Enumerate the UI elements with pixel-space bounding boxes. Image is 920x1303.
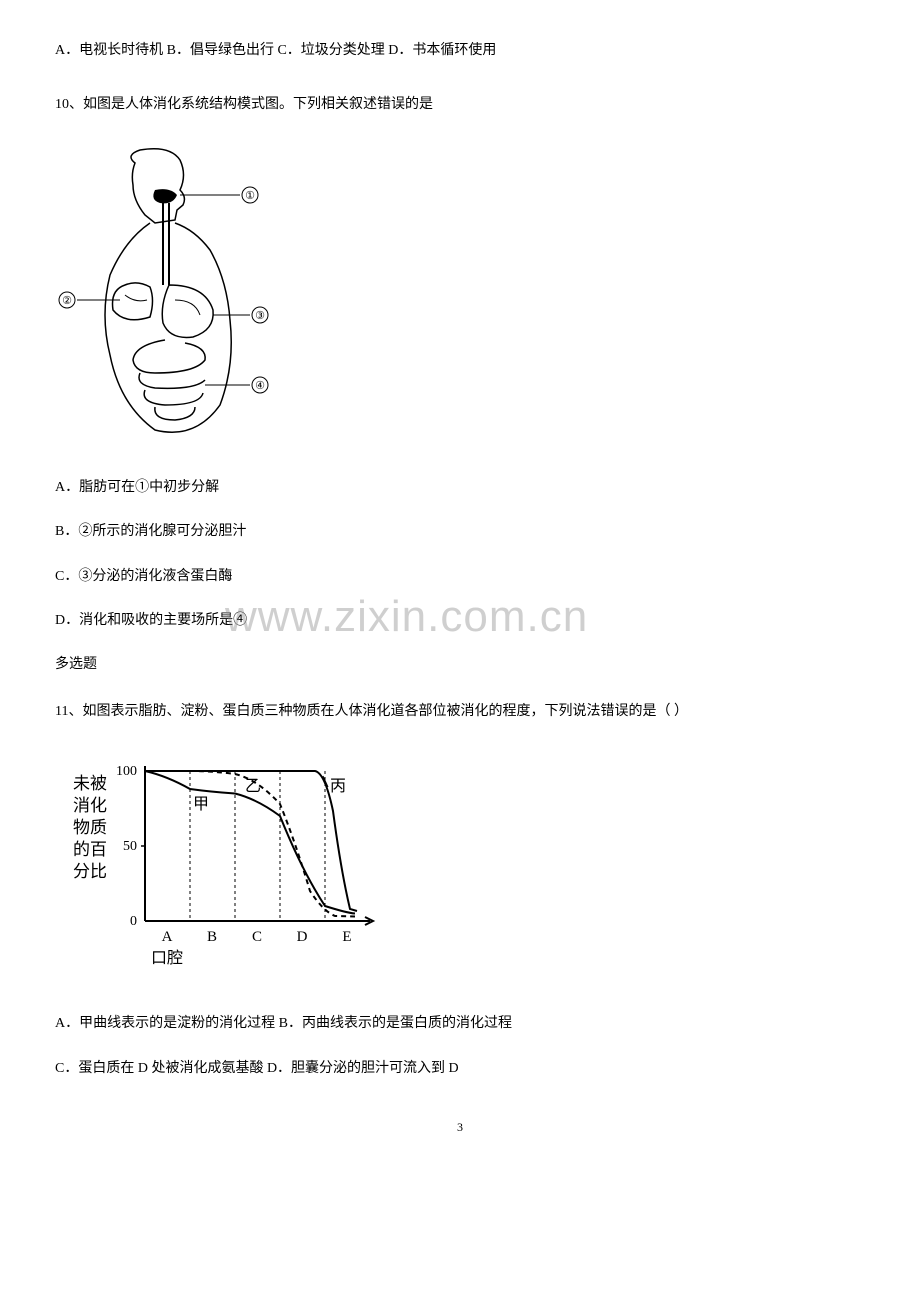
xtick-D: D xyxy=(297,929,308,945)
q10-option-d: D．消化和吸收的主要场所是④ xyxy=(55,610,865,632)
section-heading-multichoice: 多选题 xyxy=(55,654,865,676)
x-sublabel: 口腔 xyxy=(151,949,183,967)
digestive-system-diagram: ① ② ③ ④ xyxy=(55,145,275,445)
label-1: ① xyxy=(245,190,255,202)
xtick-E: E xyxy=(342,929,351,945)
q10-option-c: C．③分泌的消化液含蛋白酶 xyxy=(55,566,865,588)
ytick-50: 50 xyxy=(123,839,137,854)
series-label-yi: 乙 xyxy=(245,778,261,795)
series-label-jia: 甲 xyxy=(193,796,209,813)
q10-option-a: A．脂肪可在①中初步分解 xyxy=(55,477,865,499)
series-label-bing: 丙 xyxy=(330,778,346,795)
q9-options: A．电视长时待机 B．倡导绿色出行 C．垃圾分类处理 D．书本循环使用 xyxy=(55,40,865,62)
page-number: 3 xyxy=(55,1120,865,1135)
q11-stem: 11、如图表示脂肪、淀粉、蛋白质三种物质在人体消化道各部位被消化的程度，下列说法… xyxy=(55,701,865,723)
q11-options-line2: C．蛋白质在 D 处被消化成氨基酸 D．胆囊分泌的胆汁可流入到 D xyxy=(55,1058,865,1080)
digestion-line-chart: 未被 消化 物质 的百 分比 100 50 0 A B C D E 口腔 xyxy=(55,751,385,981)
ylabel-4: 的百 xyxy=(73,840,107,859)
xtick-A: A xyxy=(162,929,173,945)
ytick-100: 100 xyxy=(116,764,137,779)
ylabel-1: 未被 xyxy=(73,774,107,793)
q10-stem: 10、如图是人体消化系统结构模式图。下列相关叙述错误的是 xyxy=(55,94,865,116)
ylabel-3: 物质 xyxy=(73,818,107,837)
ytick-0: 0 xyxy=(130,914,137,929)
label-3: ③ xyxy=(255,310,265,322)
xtick-C: C xyxy=(252,929,262,945)
q10-figure: ① ② ③ ④ xyxy=(55,145,865,445)
xtick-B: B xyxy=(207,929,217,945)
q10-option-b: B．②所示的消化腺可分泌胆汁 xyxy=(55,521,865,543)
label-4: ④ xyxy=(255,380,265,392)
q11-chart: 未被 消化 物质 的百 分比 100 50 0 A B C D E 口腔 xyxy=(55,751,865,981)
ylabel-2: 消化 xyxy=(73,796,107,815)
ylabel-5: 分比 xyxy=(73,862,107,881)
q11-options-line1: A．甲曲线表示的是淀粉的消化过程 B．丙曲线表示的是蛋白质的消化过程 xyxy=(55,1013,865,1035)
label-2: ② xyxy=(62,295,72,307)
